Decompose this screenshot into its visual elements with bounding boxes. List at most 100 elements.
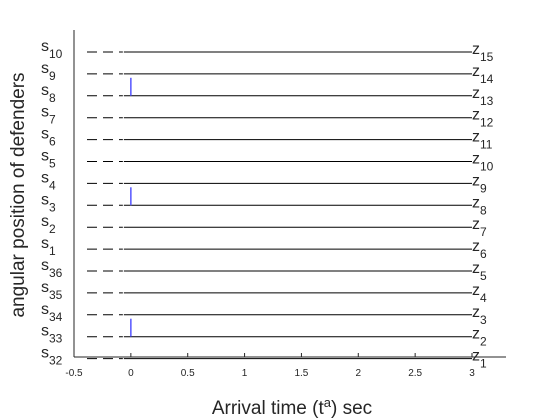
right-label-sub: 11	[480, 138, 493, 152]
left-label: s35	[41, 279, 63, 302]
plot-area	[73, 30, 506, 358]
right-label-sub: 1	[480, 357, 487, 371]
right-label: z4	[472, 282, 487, 305]
left-label: s36	[41, 257, 63, 280]
left-label-main: s	[41, 38, 49, 55]
left-label-main: s	[41, 82, 49, 99]
x-axis-title-main: Arrival time (t	[212, 398, 325, 419]
left-label-sub: 33	[49, 332, 63, 346]
right-label-main: z	[472, 41, 480, 58]
left-label: s4	[41, 169, 56, 192]
x-tick-label: 1	[242, 368, 248, 379]
right-label: z7	[472, 216, 487, 239]
right-label-sub: 6	[480, 247, 487, 261]
left-label: s1	[41, 235, 56, 258]
right-label: z9	[472, 172, 487, 195]
left-label-sub: 35	[49, 288, 63, 302]
right-label: z10	[472, 151, 494, 174]
right-label-sub: 4	[480, 291, 487, 305]
left-label: s33	[41, 323, 63, 346]
left-label-sub: 1	[49, 244, 56, 258]
left-label-main: s	[41, 148, 49, 165]
right-label-sub: 14	[480, 72, 494, 86]
right-label-main: z	[472, 282, 480, 299]
right-label-main: z	[472, 238, 480, 255]
left-label: s7	[41, 104, 56, 127]
left-label: s2	[41, 213, 56, 236]
right-label-sub: 2	[480, 335, 487, 349]
left-label-sub: 5	[49, 157, 56, 171]
left-label-main: s	[41, 301, 49, 318]
right-label: z8	[472, 194, 487, 217]
right-label-main: z	[472, 172, 480, 189]
right-label-sub: 7	[480, 225, 487, 239]
right-label: z12	[472, 107, 494, 130]
x-axis-title-sup: a	[324, 395, 332, 410]
left-label: s3	[41, 191, 56, 214]
right-label-sub: 15	[480, 50, 494, 64]
left-label-sub: 36	[49, 266, 63, 280]
left-label-main: s	[41, 257, 49, 274]
right-label-sub: 9	[480, 181, 487, 195]
left-label: s32	[41, 345, 63, 368]
right-label: z2	[472, 326, 487, 349]
x-axis: -0.5 0 0.5 1 1.5 2 2.5 3	[65, 353, 475, 379]
right-label-main: z	[472, 107, 480, 124]
right-label-sub: 10	[480, 160, 494, 174]
left-label-main: s	[41, 104, 49, 121]
right-label-main: z	[472, 216, 480, 233]
x-axis-title: Arrival time (ta) sec	[212, 395, 372, 420]
right-label: z1	[472, 348, 487, 371]
right-label: z6	[472, 238, 487, 261]
right-label: z15	[472, 41, 494, 64]
left-label: s6	[41, 126, 56, 149]
left-label: s8	[41, 82, 56, 105]
left-label-main: s	[41, 213, 49, 230]
left-label-main: s	[41, 345, 49, 362]
right-label-sub: 3	[480, 313, 487, 327]
x-axis-title-suffix: ) sec	[331, 398, 372, 419]
right-label: z14	[472, 63, 494, 86]
right-label-main: z	[472, 260, 480, 277]
left-label-main: s	[41, 60, 49, 77]
rows	[87, 51, 472, 360]
left-label-sub: 6	[49, 135, 56, 149]
x-tick-label: 1.5	[294, 368, 308, 379]
left-label-main: s	[41, 323, 49, 340]
left-label-main: s	[41, 279, 49, 296]
right-label-main: z	[472, 85, 480, 102]
right-label-sub: 12	[480, 116, 494, 130]
left-label-sub: 10	[49, 47, 63, 61]
left-label-main: s	[41, 169, 49, 186]
x-tick-label: 2	[356, 368, 362, 379]
right-label-main: z	[472, 348, 480, 365]
right-label: z3	[472, 304, 487, 327]
left-label-sub: 2	[49, 222, 56, 236]
right-label-main: z	[472, 151, 480, 168]
right-label-main: z	[472, 194, 480, 211]
right-label-sub: 5	[480, 269, 487, 283]
left-label: s34	[41, 301, 63, 324]
left-label-sub: 3	[49, 200, 56, 214]
right-label-main: z	[472, 129, 480, 146]
x-tick-label: -0.5	[65, 368, 83, 379]
right-label-main: z	[472, 304, 480, 321]
right-label-main: z	[472, 63, 480, 80]
right-label-sub: 13	[480, 94, 494, 108]
left-label-sub: 8	[49, 91, 56, 105]
x-tick-label: 3	[469, 368, 475, 379]
y-axis-title: angular position of defenders	[8, 72, 29, 317]
left-label: s5	[41, 148, 56, 171]
left-label-sub: 7	[49, 113, 56, 127]
right-label: z5	[472, 260, 487, 283]
right-label-main: z	[472, 326, 480, 343]
left-label-main: s	[41, 235, 49, 252]
right-label: z11	[472, 129, 493, 152]
left-label: s10	[41, 38, 63, 61]
x-tick-label: 2.5	[408, 368, 422, 379]
left-label-sub: 32	[49, 354, 63, 368]
x-tick-label: 0.5	[181, 368, 195, 379]
